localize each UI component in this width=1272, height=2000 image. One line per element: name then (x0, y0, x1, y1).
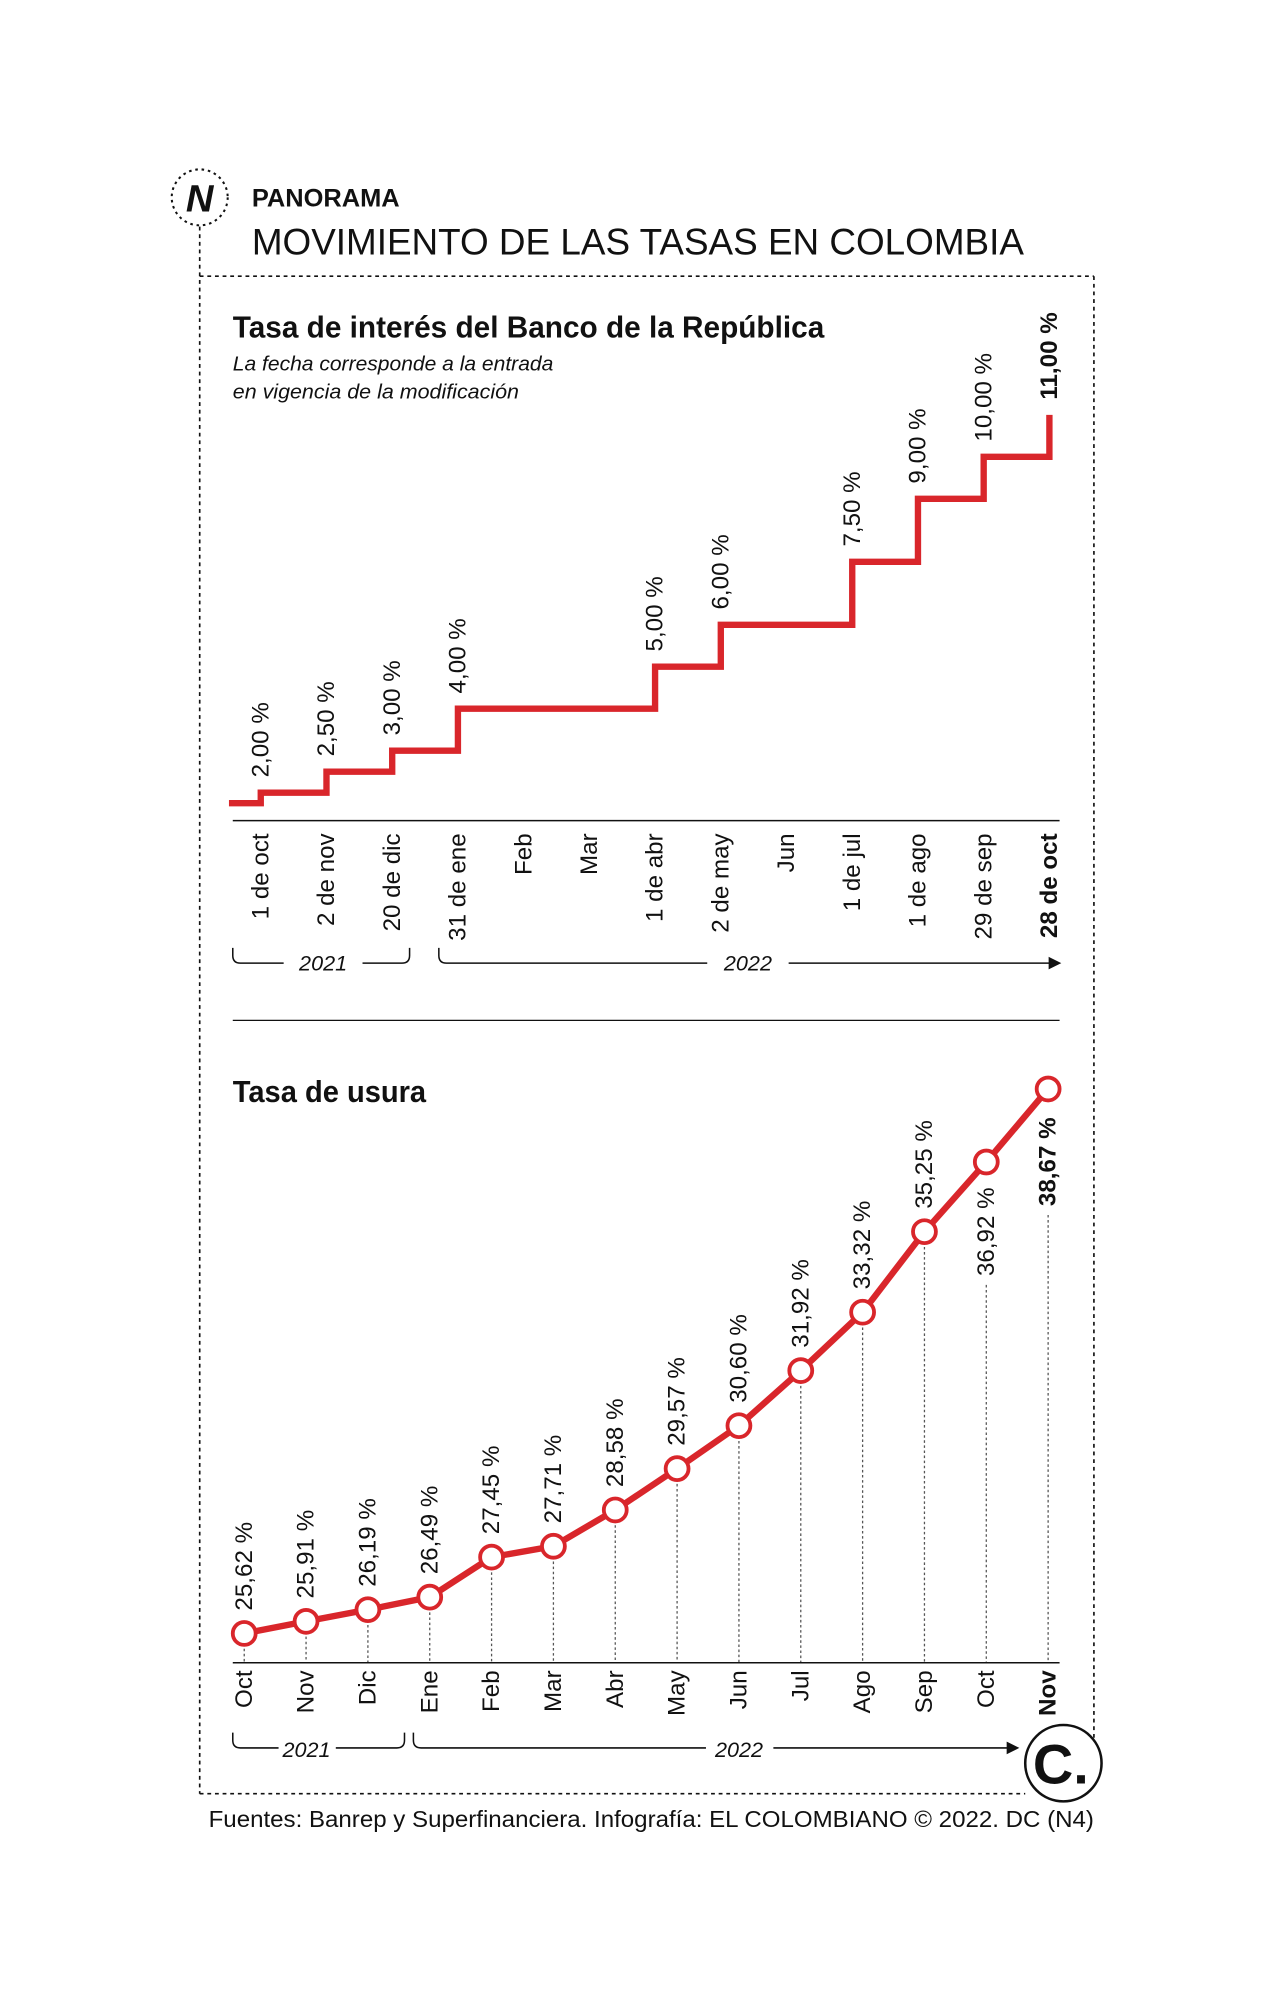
chart1-year-2022-arrow (438, 947, 1062, 970)
x-tick-label: 31 de ene (445, 833, 472, 940)
usury-data-label: 26,49 % (416, 1486, 443, 1575)
rate-data-label: 2,00 % (247, 702, 274, 777)
usury-data-label: 38,67 % (1035, 1117, 1062, 1206)
x-tick-label: Abr (602, 1670, 629, 1708)
x-tick-label: 28 de oct (1036, 833, 1063, 938)
section-label: PANORAMA (252, 184, 400, 212)
usury-data-label: 33,32 % (849, 1201, 876, 1290)
x-tick-label: Oct (973, 1670, 1000, 1708)
usury-data-label: 27,71 % (540, 1435, 567, 1524)
chart2-year-2022: 2022 (714, 1737, 763, 1762)
x-tick-label: Jun (726, 1670, 753, 1709)
x-tick-label: Mar (540, 1670, 567, 1712)
data-point (354, 1596, 382, 1624)
usury-data-label: 35,25 % (911, 1120, 938, 1209)
rate-data-label: 6,00 % (707, 534, 734, 609)
logo-letter: N (186, 177, 215, 220)
source-footer: Fuentes: Banrep y Superfinanciera. Infog… (209, 1806, 1094, 1832)
el-colombiano-logo: C. (1023, 1723, 1103, 1803)
rate-data-label: 10,00 % (970, 353, 997, 442)
usury-data-label: 25,62 % (231, 1522, 258, 1611)
x-tick-label: Feb (478, 1670, 505, 1712)
x-tick-label: 2 de nov (313, 833, 340, 926)
usury-data-label: 36,92 % (973, 1187, 1000, 1276)
data-point (911, 1218, 938, 1246)
x-tick-label: Jul (787, 1670, 814, 1701)
usury-data-label: 31,92 % (787, 1259, 814, 1348)
x-tick-label: Sep (911, 1670, 938, 1713)
x-tick-label: 1 de ago (905, 833, 932, 927)
chart1-title: Tasa de interés del Banco de la Repúblic… (233, 310, 825, 344)
usury-data-label: 30,60 % (726, 1314, 753, 1403)
x-tick-label: 29 de sep (970, 833, 997, 939)
x-tick-label: Dic (355, 1670, 382, 1705)
rate-data-label: 5,00 % (642, 576, 669, 651)
x-tick-label: Ago (849, 1670, 876, 1713)
chart1-year-2022: 2022 (723, 951, 772, 976)
data-point (663, 1455, 691, 1483)
data-point (292, 1608, 320, 1635)
x-tick-label: Jun (773, 833, 800, 872)
x-tick-label: Nov (1035, 1670, 1062, 1716)
x-tick-label: 1 de abr (642, 833, 669, 922)
chart1-year-2021-bracket (232, 947, 411, 964)
x-tick-label: Nov (293, 1670, 320, 1713)
data-point (787, 1357, 815, 1384)
data-point (972, 1148, 1000, 1176)
chart1-subtitle-line1: La fecha corresponde a la entrada (233, 353, 554, 375)
data-point (230, 1620, 258, 1647)
data-point (601, 1496, 629, 1524)
chart1-subtitle-line2: en vigencia de la modificación (233, 381, 519, 403)
usury-data-label: 29,57 % (664, 1357, 691, 1446)
dotted-frame (198, 226, 1095, 1795)
rate-data-label: 3,00 % (379, 660, 406, 735)
section-logo: N (170, 168, 229, 227)
x-tick-label: 2 de may (707, 832, 734, 932)
data-point (540, 1532, 567, 1560)
usury-data-label: 26,19 % (355, 1498, 382, 1587)
chart2-year-2021: 2021 (282, 1737, 331, 1762)
x-tick-label: Oct (231, 1670, 258, 1708)
x-tick-label: Feb (510, 833, 537, 875)
data-point (725, 1412, 753, 1440)
policy-rate-step-line (228, 414, 1053, 807)
x-tick-label: 1 de oct (247, 833, 274, 919)
x-tick-label: 20 de dic (379, 833, 406, 931)
data-point (478, 1543, 505, 1571)
usury-data-label: 25,91 % (293, 1510, 320, 1599)
data-point (416, 1583, 444, 1611)
rate-data-label: 11,00 % (1036, 312, 1063, 399)
rate-data-label: 2,50 % (313, 681, 340, 756)
chart2-year-2021-bracket (232, 1732, 406, 1749)
data-point (1034, 1075, 1062, 1103)
brand-logo-text: C. (1033, 1733, 1089, 1796)
usury-data-label: 28,58 % (602, 1398, 629, 1487)
data-point (849, 1298, 876, 1326)
x-tick-label: May (664, 1669, 691, 1716)
page-title: MOVIMIENTO DE LAS TASAS EN COLOMBIA (252, 222, 1024, 263)
rate-data-label: 7,50 % (839, 471, 866, 546)
usury-data-label: 27,45 % (478, 1446, 505, 1535)
chart2-title: Tasa de usura (233, 1075, 427, 1109)
chart2-year-2022-arrow (412, 1732, 1020, 1755)
x-tick-label: Ene (416, 1670, 443, 1713)
rate-data-label: 4,00 % (445, 618, 472, 693)
x-tick-label: Mar (576, 833, 603, 875)
x-tick-label: 1 de jul (839, 833, 866, 911)
chart1-year-2021: 2021 (298, 951, 347, 976)
rate-data-label: 9,00 % (905, 408, 932, 483)
